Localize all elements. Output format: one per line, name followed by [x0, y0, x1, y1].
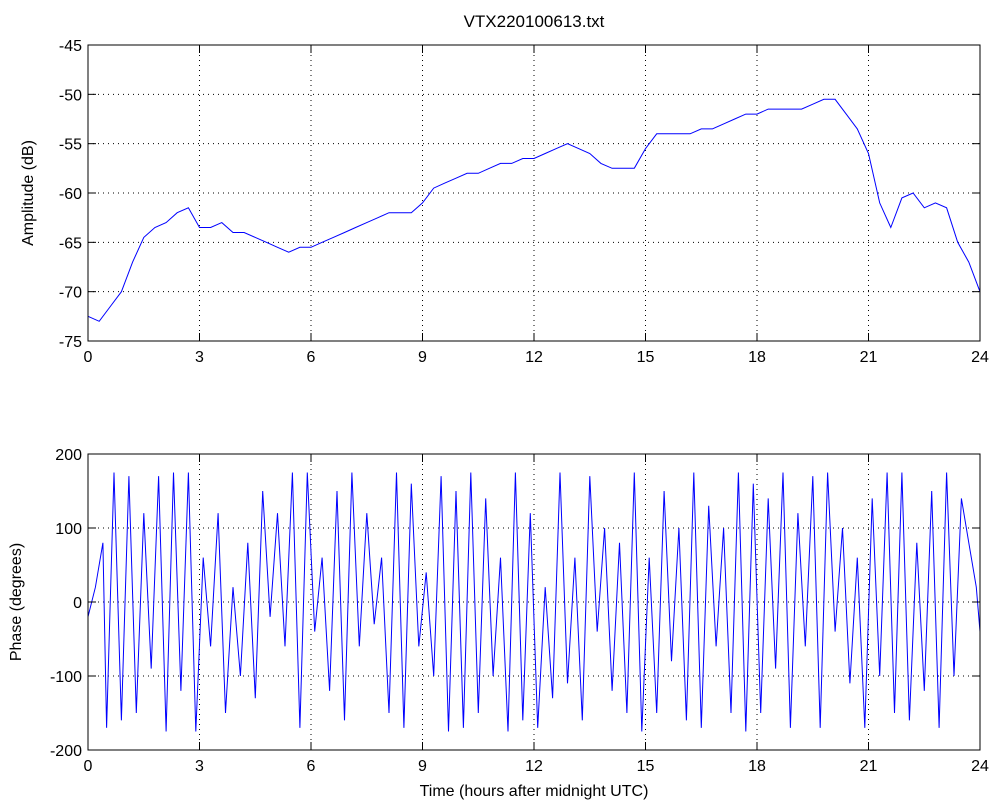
x-tick-label: 0: [84, 349, 93, 366]
y-tick-label: 100: [55, 521, 82, 538]
x-tick-label: 3: [195, 349, 204, 366]
y-tick-label: -60: [59, 186, 82, 203]
series-line: [87, 472, 981, 732]
series-line: [87, 98, 981, 322]
y-tick-label: -75: [59, 334, 82, 351]
x-tick-label: 6: [307, 758, 316, 775]
phase-panel: 0 3 6 9 12 15 18 21 24 -200 -100 0 100 200 Phase (de…: [8, 447, 989, 800]
y-tick-label: -70: [59, 285, 82, 302]
amplitude-series: [87, 98, 981, 322]
x-tick-label: 9: [418, 349, 427, 366]
x-tick-label: 24: [971, 758, 989, 775]
y-tick-label: -65: [59, 235, 82, 252]
x-tick-label: 12: [525, 349, 543, 366]
x-tick-label: 6: [307, 349, 316, 366]
x-tick-label: 15: [637, 758, 655, 775]
phase-grid: [88, 454, 980, 750]
x-tick-label: 18: [748, 349, 766, 366]
phase-y-label: Phase (degrees): [8, 543, 25, 661]
y-tick-label: 0: [73, 595, 82, 612]
chart-title: VTX220100613.txt: [464, 12, 605, 31]
x-tick-label: 15: [637, 349, 655, 366]
x-tick-label: 12: [525, 758, 543, 775]
amplitude-panel: VTX220100613.txt 0 3 6 9 12 15 18 21 24 -75 -70 -6…: [20, 12, 989, 366]
x-tick-label: 24: [971, 349, 989, 366]
amplitude-y-label: Amplitude (dB): [20, 140, 37, 246]
amplitude-y-ticks: -75 -70 -65 -60 -55 -50 -45: [59, 38, 980, 351]
y-tick-label: 200: [55, 447, 82, 464]
phase-y-ticks: -200 -100 0 100 200: [50, 447, 980, 760]
x-tick-label: 0: [84, 758, 93, 775]
y-tick-label: -45: [59, 38, 82, 55]
phase-x-ticks: 0 3 6 9 12 15 18 21 24: [84, 454, 989, 775]
y-tick-label: -50: [59, 87, 82, 104]
phase-series: [87, 472, 981, 732]
y-tick-label: -200: [50, 743, 82, 760]
phase-x-label: Time (hours after midnight UTC): [420, 783, 649, 800]
amplitude-x-ticks: 0 3 6 9 12 15 18 21 24: [84, 45, 989, 366]
x-tick-label: 3: [195, 758, 204, 775]
amplitude-grid: [88, 45, 980, 341]
x-tick-label: 18: [748, 758, 766, 775]
x-tick-label: 21: [860, 758, 878, 775]
y-tick-label: -55: [59, 137, 82, 154]
y-tick-label: -100: [50, 669, 82, 686]
x-tick-label: 21: [860, 349, 878, 366]
x-tick-label: 9: [418, 758, 427, 775]
